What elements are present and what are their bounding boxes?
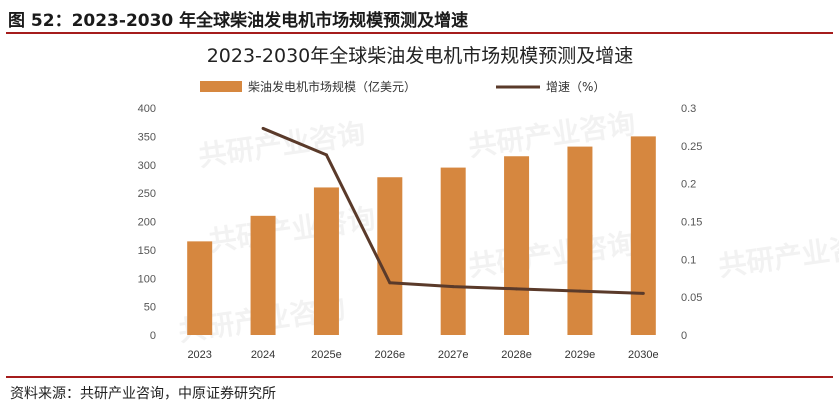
legend: 柴油发电机市场规模（亿美元） 增速（%）	[200, 79, 605, 94]
line-series	[261, 126, 645, 295]
right-tick-label: 0.2	[681, 179, 696, 191]
right-tick-label: 0.15	[681, 217, 702, 229]
watermark-text: 共研产业咨询	[466, 107, 637, 163]
right-tick-label: 0.1	[681, 254, 696, 266]
caption-divider	[6, 32, 833, 34]
left-tick-label: 250	[138, 188, 156, 200]
growth-point	[388, 281, 392, 285]
growth-point	[515, 287, 519, 291]
x-tick-label: 2029e	[565, 349, 596, 361]
growth-point	[324, 153, 328, 157]
x-tick-label: 2023	[187, 349, 211, 361]
growth-point	[641, 291, 645, 295]
figure-caption: 图 52：2023-2030 年全球柴油发电机市场规模预测及增速	[8, 11, 469, 31]
legend-bar-swatch	[200, 81, 242, 92]
x-axis: 2023 2024 2025e 2026e 2027e 2028e 2029e 2030e	[187, 349, 658, 361]
left-axis: 0 50 100 150 200 250 300 350 400	[138, 103, 156, 342]
x-tick-label: 2025e	[311, 349, 342, 361]
bar-series	[187, 136, 656, 335]
watermark-text: 共研产业咨询	[196, 117, 367, 173]
bar-2029e	[567, 146, 593, 335]
left-tick-label: 150	[138, 245, 156, 257]
growth-point	[578, 289, 582, 293]
right-tick-label: 0.25	[681, 141, 702, 153]
watermark-text: 共研产业咨询	[466, 227, 637, 283]
x-tick-label: 2030e	[628, 349, 659, 361]
bar-2023	[187, 241, 213, 335]
bar-2026e	[377, 177, 403, 335]
left-tick-label: 100	[138, 273, 156, 285]
x-tick-label: 2027e	[438, 349, 469, 361]
left-tick-label: 300	[138, 160, 156, 172]
legend-line-label: 增速（%）	[546, 80, 605, 94]
legend-bar-label: 柴油发电机市场规模（亿美元）	[248, 79, 416, 94]
left-tick-label: 400	[138, 103, 156, 115]
source-divider	[6, 376, 833, 378]
x-tick-label: 2028e	[501, 349, 532, 361]
right-tick-label: 0	[681, 330, 687, 342]
left-tick-label: 0	[150, 330, 156, 342]
x-tick-label: 2026e	[375, 349, 406, 361]
chart-title: 2023-2030年全球柴油发电机市场规模预测及增速	[207, 45, 634, 67]
right-axis: 0 0.05 0.1 0.15 0.2 0.25 0.3	[681, 103, 702, 342]
growth-point	[261, 126, 265, 130]
bar-2030e	[630, 136, 656, 335]
source-note: 资料来源：共研产业咨询，中原证券研究所	[10, 386, 276, 402]
bar-2028e	[504, 156, 530, 335]
right-tick-label: 0.3	[681, 103, 696, 115]
left-tick-label: 50	[144, 302, 156, 314]
chart: 共研产业咨询共研产业咨询共研产业咨询共研产业咨询共研产业咨询共研产业咨询 202…	[138, 45, 839, 361]
left-tick-label: 350	[138, 131, 156, 143]
bar-2025e	[313, 187, 339, 335]
bar-2027e	[440, 167, 466, 335]
bar-2024	[250, 215, 276, 335]
x-tick-label: 2024	[251, 349, 275, 361]
watermark-text: 共研产业咨询	[716, 227, 839, 283]
left-tick-label: 200	[138, 217, 156, 229]
growth-point	[451, 285, 455, 289]
watermark-text: 共研产业咨询	[206, 202, 377, 258]
right-tick-label: 0.05	[681, 292, 702, 304]
